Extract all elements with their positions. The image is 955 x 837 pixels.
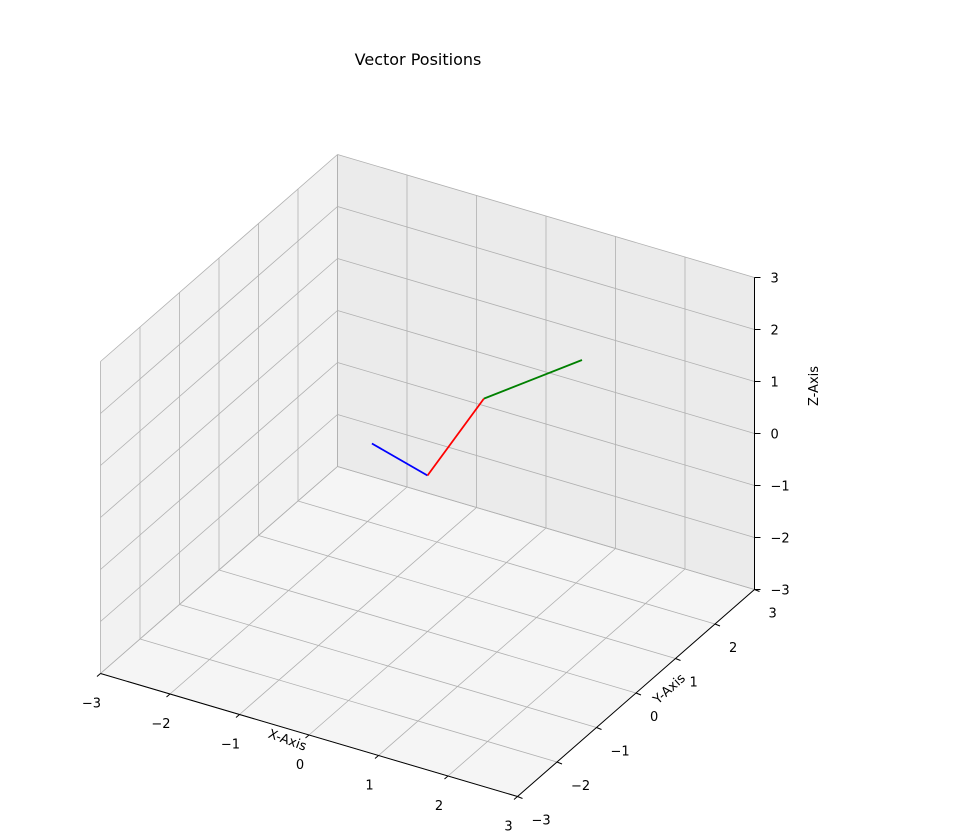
x-tick xyxy=(96,673,101,677)
y-tick xyxy=(556,761,563,765)
y-tick xyxy=(675,658,681,661)
z-tick-label: −1 xyxy=(771,480,790,495)
x-tick-label: 2 xyxy=(435,799,443,814)
y-tick-label: 3 xyxy=(769,607,777,622)
y-tick xyxy=(714,623,721,627)
z-tick-label: 0 xyxy=(771,428,779,443)
vector-line-3 xyxy=(483,359,583,400)
y-tick xyxy=(517,796,523,799)
grid-line xyxy=(297,500,716,625)
y-tick-label: 1 xyxy=(690,676,698,691)
chart-title: Vector Positions xyxy=(354,50,482,69)
grid-line xyxy=(337,154,755,278)
y-tick-label: 2 xyxy=(729,641,737,656)
x-tick-label: −2 xyxy=(151,717,170,732)
y-tick xyxy=(635,692,642,696)
y-axis-label: Y-Axis xyxy=(650,671,689,708)
grid-line xyxy=(100,154,338,362)
vector-line-2 xyxy=(426,398,485,477)
y-tick-label: −3 xyxy=(532,814,551,829)
x-tick xyxy=(235,714,240,718)
y-tick-label: 0 xyxy=(650,710,658,725)
x-tick xyxy=(305,734,310,739)
data-series xyxy=(371,359,583,477)
z-tick-label: −3 xyxy=(771,584,790,599)
axis-ticks: −3 −2 −1 0 1 2 3 −3 −2 −1 0 1 2 3 −3 −2 −1 0 1 2 3 xyxy=(82,272,790,835)
z-tick-label: −2 xyxy=(771,532,790,547)
grid-lines xyxy=(100,154,755,797)
z-tick-label: 2 xyxy=(771,324,779,339)
x-tick xyxy=(513,796,518,800)
x-tick-label: 0 xyxy=(296,758,304,773)
grid-line xyxy=(100,206,338,414)
y-tick-label: −2 xyxy=(571,779,590,794)
x-tick-label: 1 xyxy=(365,779,373,794)
y-tick-label: −1 xyxy=(611,745,630,760)
vector-line-1 xyxy=(371,442,428,477)
x-tick-label: −3 xyxy=(82,697,101,712)
x-tick xyxy=(374,755,379,759)
z-tick-label: 3 xyxy=(771,272,779,287)
grid-line xyxy=(337,206,755,330)
grid-line xyxy=(337,466,755,590)
x-tick xyxy=(166,693,171,698)
z-axis-label: Z-Axis xyxy=(807,366,822,406)
x-tick-label: 3 xyxy=(504,820,512,834)
y-tick xyxy=(596,727,602,730)
x-tick-label: −1 xyxy=(221,738,240,753)
x-tick xyxy=(444,775,449,780)
z-tick-label: 1 xyxy=(771,376,779,391)
